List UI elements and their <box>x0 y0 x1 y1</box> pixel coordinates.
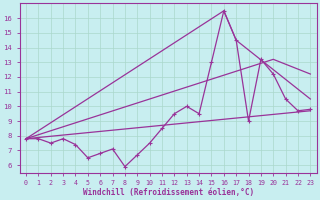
X-axis label: Windchill (Refroidissement éolien,°C): Windchill (Refroidissement éolien,°C) <box>83 188 254 197</box>
